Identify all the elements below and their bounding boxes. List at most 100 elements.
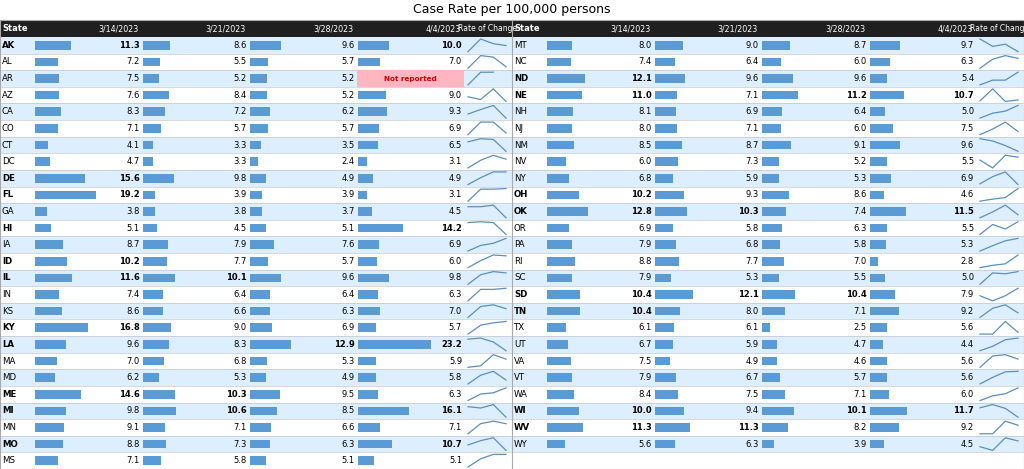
Bar	[547, 124, 572, 133]
Text: 9.1: 9.1	[853, 141, 866, 150]
Text: 5.5: 5.5	[961, 157, 974, 166]
Text: SC: SC	[514, 273, 525, 282]
Text: 5.5: 5.5	[233, 57, 247, 67]
Bar	[762, 324, 770, 332]
Text: 7.2: 7.2	[233, 107, 247, 116]
Text: OR: OR	[514, 224, 526, 233]
Bar	[654, 207, 687, 216]
Bar	[0, 436, 512, 453]
Text: WY: WY	[514, 439, 527, 448]
Text: 6.4: 6.4	[745, 57, 759, 67]
Text: 6.3: 6.3	[961, 57, 974, 67]
Text: NC: NC	[514, 57, 526, 67]
Bar	[35, 440, 63, 448]
Text: 5.8: 5.8	[745, 224, 759, 233]
Bar	[0, 402, 512, 419]
Text: 5.1: 5.1	[449, 456, 462, 465]
Bar	[869, 273, 886, 282]
Text: 4.6: 4.6	[961, 190, 974, 199]
Bar	[547, 157, 566, 166]
Text: 11.0: 11.0	[631, 91, 651, 99]
Text: 3.8: 3.8	[233, 207, 247, 216]
Bar	[547, 440, 565, 448]
Bar	[762, 174, 779, 182]
Bar	[654, 157, 678, 166]
Bar	[250, 390, 281, 399]
Text: 9.4: 9.4	[745, 406, 759, 416]
Text: 10.7: 10.7	[953, 91, 974, 99]
Text: 7.7: 7.7	[233, 257, 247, 266]
Bar	[142, 41, 170, 50]
Bar	[512, 104, 1024, 120]
Bar	[142, 157, 153, 166]
Bar	[250, 91, 266, 99]
Bar	[35, 390, 82, 399]
Bar	[547, 324, 566, 332]
Bar	[142, 58, 160, 66]
Text: 6.9: 6.9	[341, 323, 354, 332]
Bar	[0, 136, 512, 153]
Bar	[869, 91, 903, 99]
Text: 14.6: 14.6	[119, 390, 139, 399]
Text: 5.6: 5.6	[961, 323, 974, 332]
Bar	[142, 324, 171, 332]
Text: 3.8: 3.8	[126, 207, 139, 216]
Bar	[250, 74, 266, 83]
Bar	[250, 456, 266, 465]
Text: 4.9: 4.9	[341, 373, 354, 382]
Text: 6.3: 6.3	[341, 439, 354, 448]
Bar	[35, 107, 61, 116]
Bar	[762, 41, 790, 50]
Text: 5.4: 5.4	[961, 74, 974, 83]
Bar	[142, 357, 164, 365]
Bar	[0, 120, 512, 136]
Text: 5.7: 5.7	[341, 257, 354, 266]
Text: 11.3: 11.3	[738, 423, 759, 432]
Text: 4.7: 4.7	[853, 340, 866, 349]
Text: 9.3: 9.3	[449, 107, 462, 116]
Bar	[869, 440, 884, 448]
Bar	[0, 303, 512, 319]
Text: 7.5: 7.5	[126, 74, 139, 83]
Bar	[0, 20, 512, 37]
Text: 6.4: 6.4	[341, 290, 354, 299]
Bar	[869, 407, 906, 415]
Bar	[357, 340, 431, 349]
Bar	[512, 402, 1024, 419]
Text: OH: OH	[514, 190, 528, 199]
Text: 12.1: 12.1	[738, 290, 759, 299]
Bar	[0, 353, 512, 369]
Bar	[142, 107, 166, 116]
Bar	[357, 407, 409, 415]
Bar	[356, 70, 464, 87]
Bar	[762, 141, 791, 149]
Text: 7.2: 7.2	[126, 57, 139, 67]
Text: 7.3: 7.3	[745, 157, 759, 166]
Bar	[357, 423, 380, 432]
Text: NM: NM	[514, 141, 528, 150]
Text: 5.0: 5.0	[961, 273, 974, 282]
Bar	[869, 357, 888, 365]
Bar	[869, 190, 884, 199]
Text: MN: MN	[2, 423, 16, 432]
Bar	[250, 407, 278, 415]
Text: 8.8: 8.8	[638, 257, 651, 266]
Bar	[654, 390, 678, 399]
Bar	[35, 157, 50, 166]
Text: 8.7: 8.7	[853, 41, 866, 50]
Text: 6.3: 6.3	[853, 224, 866, 233]
Text: 8.4: 8.4	[638, 390, 651, 399]
Bar	[762, 207, 785, 216]
Text: 19.2: 19.2	[119, 190, 139, 199]
Bar	[869, 241, 887, 249]
Text: 7.4: 7.4	[853, 207, 866, 216]
Text: 12.1: 12.1	[631, 74, 651, 83]
Bar	[35, 207, 47, 216]
Text: 6.8: 6.8	[638, 174, 651, 183]
Text: 4.5: 4.5	[449, 207, 462, 216]
Bar	[357, 390, 378, 399]
Bar	[35, 91, 59, 99]
Bar	[35, 290, 58, 299]
Text: 6.7: 6.7	[745, 373, 759, 382]
Bar	[0, 270, 512, 286]
